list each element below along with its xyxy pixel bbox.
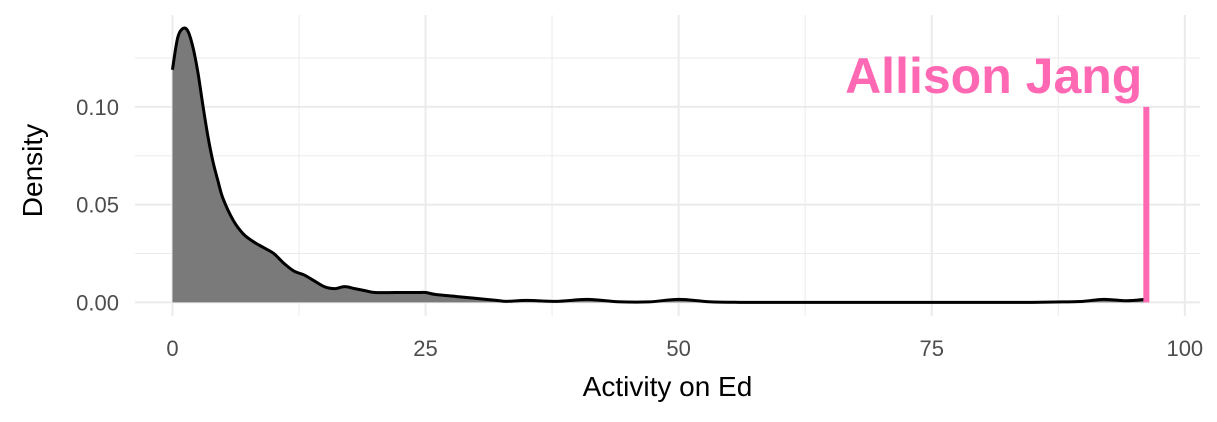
x-tick-label: 100: [1166, 336, 1203, 361]
x-tick-labels: 0 25 50 75 100: [166, 336, 1203, 361]
y-tick-labels: 0.00 0.05 0.10: [76, 95, 119, 315]
y-tick-label: 0.00: [76, 290, 119, 315]
annotation-label: Allison Jang: [845, 48, 1142, 104]
x-axis-title: Activity on Ed: [583, 371, 753, 402]
x-tick-label: 25: [413, 336, 437, 361]
grid-minor: [135, 15, 1200, 316]
y-tick-label: 0.10: [76, 95, 119, 120]
y-tick-label: 0.05: [76, 193, 119, 218]
x-tick-label: 50: [666, 336, 690, 361]
density-line: [170, 26, 1145, 304]
x-tick-label: 75: [919, 336, 943, 361]
density-area: [172, 27, 1145, 303]
y-axis-title: Density: [17, 124, 48, 217]
x-tick-label: 0: [166, 336, 178, 361]
